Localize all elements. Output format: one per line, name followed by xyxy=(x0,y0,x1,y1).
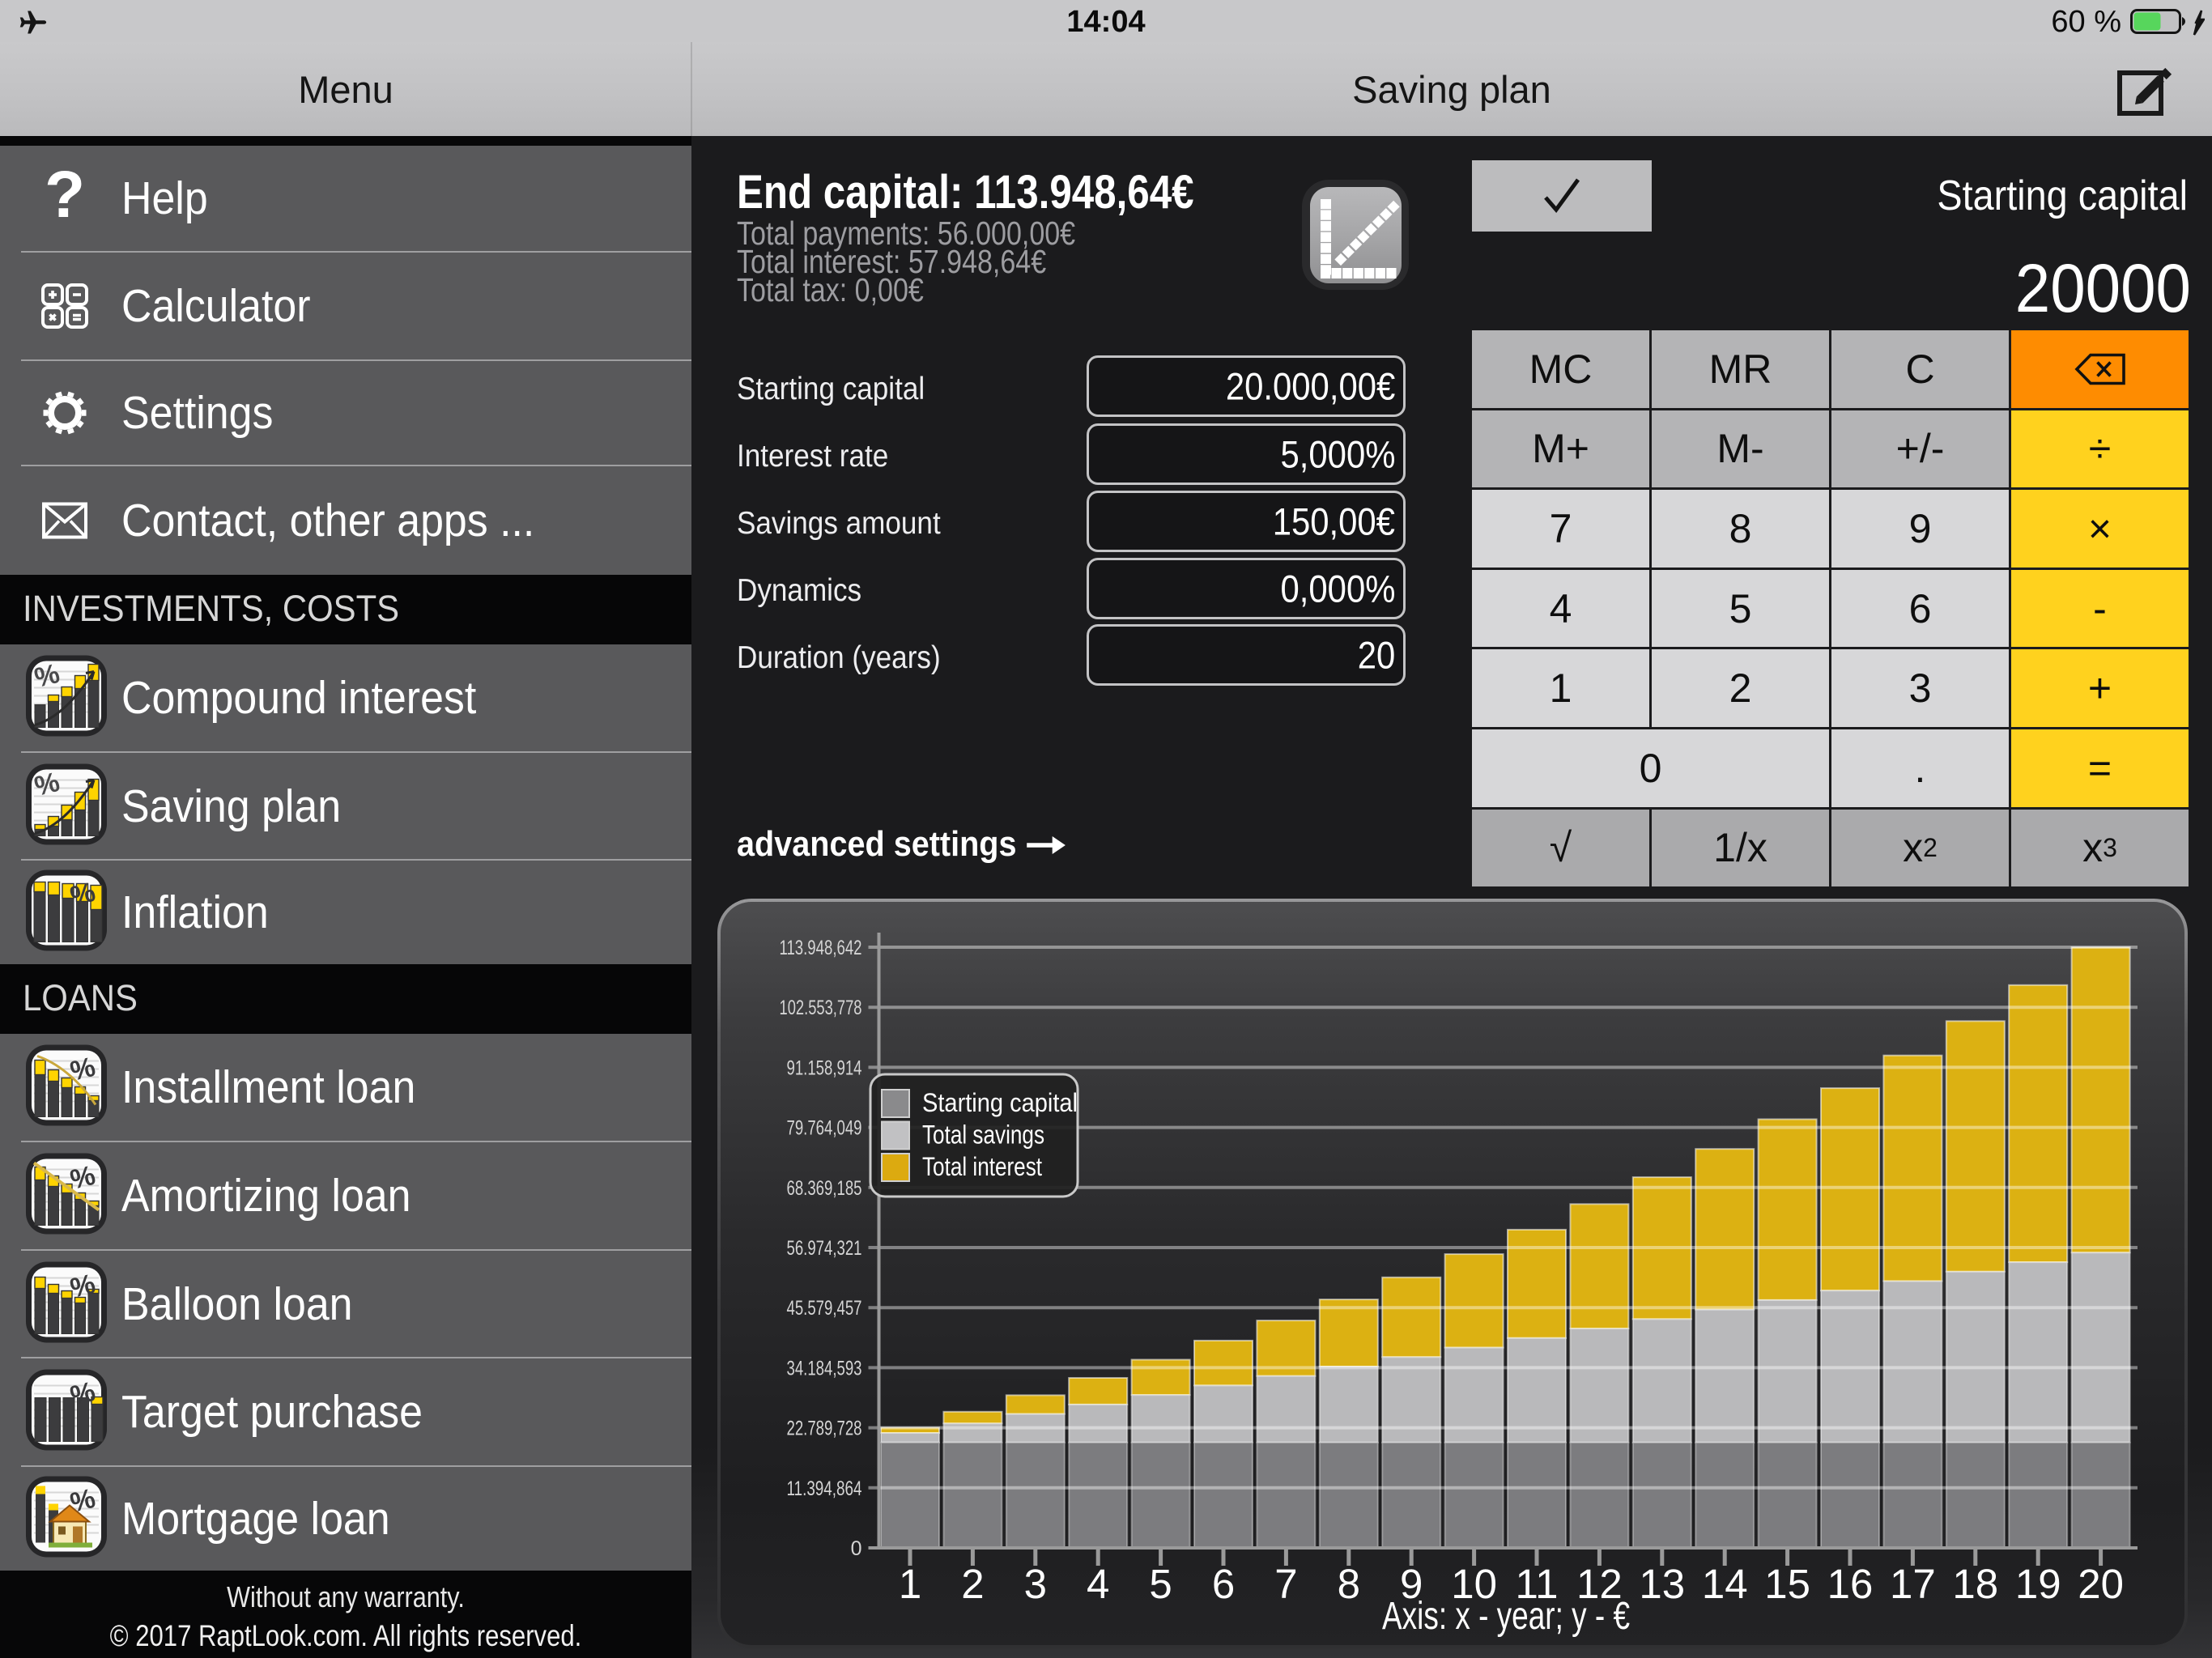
svg-text:102.553,778: 102.553,778 xyxy=(780,997,862,1019)
svg-text:3: 3 xyxy=(1024,1561,1047,1607)
svg-text:79.764,049: 79.764,049 xyxy=(787,1117,862,1140)
svg-text:Axis: x - year; y - €: Axis: x - year; y - € xyxy=(1382,1595,1630,1638)
svg-text:9: 9 xyxy=(1400,1561,1423,1607)
svg-text:68.369,185: 68.369,185 xyxy=(787,1177,862,1200)
svg-text:7: 7 xyxy=(1274,1561,1297,1607)
svg-text:10: 10 xyxy=(1451,1561,1497,1607)
svg-text:14: 14 xyxy=(1702,1561,1748,1607)
svg-text:56.974,321: 56.974,321 xyxy=(787,1237,862,1260)
svg-text:19: 19 xyxy=(2015,1561,2061,1607)
svg-text:45.579,457: 45.579,457 xyxy=(787,1297,862,1320)
svg-text:18: 18 xyxy=(1952,1561,1998,1607)
svg-text:11: 11 xyxy=(1516,1561,1559,1607)
svg-text:8: 8 xyxy=(1338,1561,1360,1607)
svg-text:91.158,914: 91.158,914 xyxy=(787,1056,862,1079)
svg-text:4: 4 xyxy=(1087,1561,1109,1607)
svg-text:20: 20 xyxy=(2078,1561,2124,1607)
svg-text:13: 13 xyxy=(1639,1561,1685,1607)
svg-text:12: 12 xyxy=(1576,1561,1623,1607)
svg-text:16: 16 xyxy=(1827,1561,1874,1607)
svg-text:17: 17 xyxy=(1890,1561,1936,1607)
svg-text:Total interest: Total interest xyxy=(922,1152,1042,1181)
svg-text:15: 15 xyxy=(1764,1561,1810,1607)
svg-text:1: 1 xyxy=(899,1561,921,1607)
svg-text:113.948,642: 113.948,642 xyxy=(780,937,862,959)
svg-text:5: 5 xyxy=(1149,1561,1172,1607)
svg-text:2: 2 xyxy=(961,1561,984,1607)
svg-text:22.789,728: 22.789,728 xyxy=(787,1418,862,1440)
svg-text:34.184,593: 34.184,593 xyxy=(787,1357,862,1380)
svg-text:Total savings: Total savings xyxy=(922,1120,1044,1150)
svg-text:Starting capital: Starting capital xyxy=(922,1088,1078,1117)
svg-text:6: 6 xyxy=(1212,1561,1235,1607)
svg-text:0: 0 xyxy=(851,1537,862,1560)
svg-text:11.394,864: 11.394,864 xyxy=(787,1477,862,1500)
